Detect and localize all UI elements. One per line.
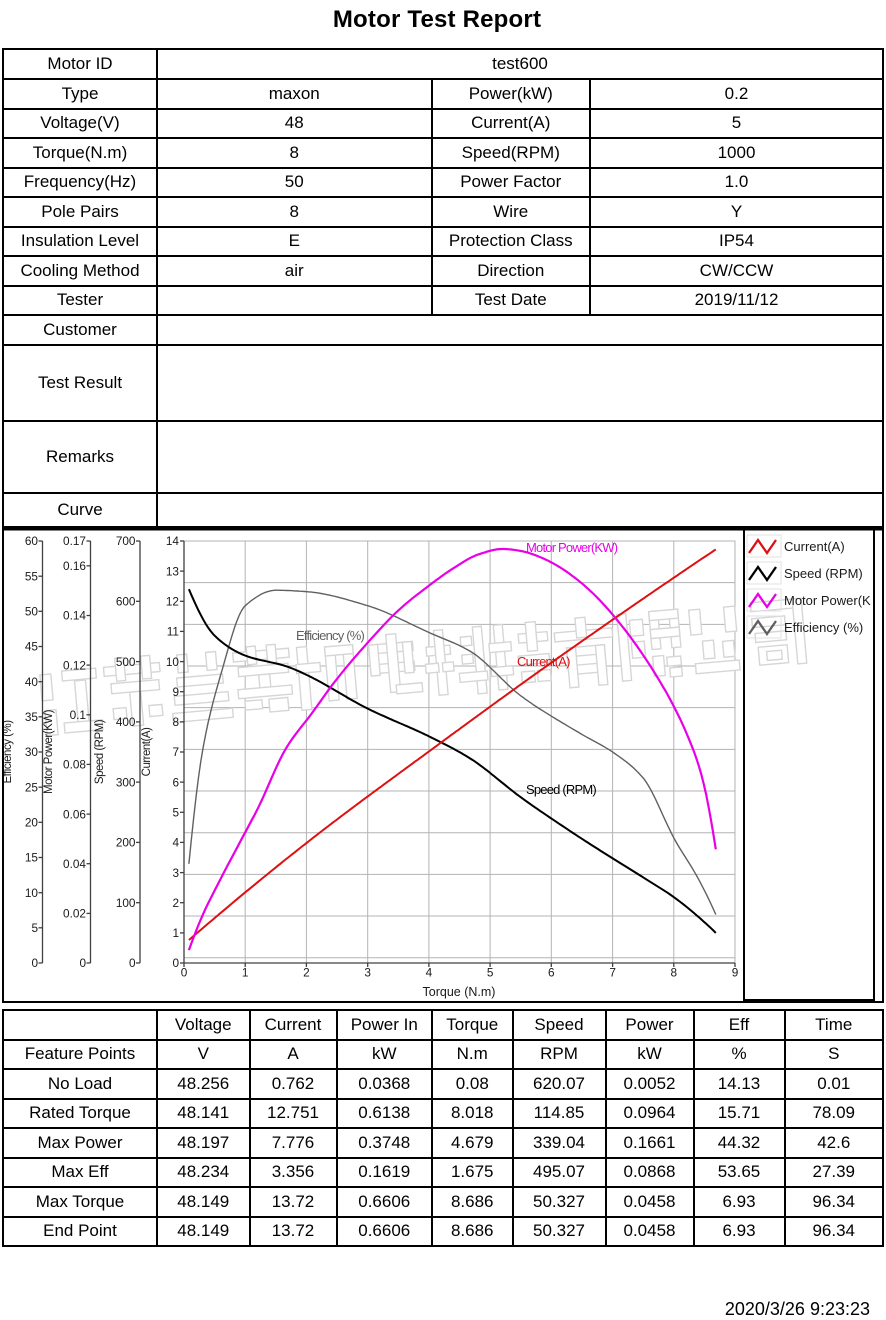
svg-text:Efficiency (%): Efficiency (%): [784, 620, 863, 635]
svg-text:5: 5: [31, 921, 38, 935]
svg-text:8: 8: [172, 715, 179, 729]
svg-text:60: 60: [25, 534, 39, 548]
svg-text:1: 1: [172, 926, 179, 940]
svg-text:25: 25: [25, 780, 39, 794]
svg-text:600: 600: [116, 595, 136, 609]
svg-text:0.14: 0.14: [63, 609, 86, 623]
svg-text:12: 12: [166, 595, 179, 609]
svg-text:55: 55: [25, 569, 39, 583]
svg-text:8: 8: [671, 966, 678, 980]
svg-text:Speed (RPM): Speed (RPM): [784, 566, 863, 581]
svg-text:700: 700: [116, 534, 136, 548]
svg-text:30: 30: [25, 745, 39, 759]
svg-text:0.04: 0.04: [63, 857, 86, 871]
svg-text:14: 14: [166, 534, 180, 548]
svg-text:Efficiency (%): Efficiency (%): [296, 628, 364, 643]
svg-text:0.06: 0.06: [63, 807, 86, 821]
svg-text:10: 10: [166, 655, 180, 669]
svg-text:0.08: 0.08: [63, 758, 86, 772]
svg-text:9: 9: [172, 685, 179, 699]
svg-text:4: 4: [172, 836, 179, 850]
svg-text:13: 13: [166, 564, 180, 578]
svg-text:Motor Power(KW): Motor Power(KW): [526, 540, 618, 555]
svg-text:0: 0: [31, 956, 38, 970]
svg-text:9: 9: [732, 966, 739, 980]
svg-text:300: 300: [116, 775, 136, 789]
svg-text:Speed (RPM): Speed (RPM): [94, 719, 106, 784]
svg-text:50: 50: [25, 605, 39, 619]
svg-text:6: 6: [172, 775, 179, 789]
svg-text:0: 0: [172, 956, 179, 970]
svg-text:400: 400: [116, 715, 136, 729]
svg-text:Speed (RPM): Speed (RPM): [526, 782, 596, 797]
svg-text:5: 5: [487, 966, 494, 980]
svg-text:0: 0: [129, 956, 136, 970]
svg-text:Current(A): Current(A): [141, 727, 153, 776]
svg-text:10: 10: [25, 886, 39, 900]
svg-text:0.12: 0.12: [63, 658, 86, 672]
svg-text:Current(A): Current(A): [517, 654, 570, 669]
svg-text:Torque (N.m): Torque (N.m): [423, 985, 496, 999]
svg-text:0: 0: [79, 956, 86, 970]
svg-text:1: 1: [242, 966, 249, 980]
svg-text:0.02: 0.02: [63, 907, 86, 921]
svg-text:Motor Power(KW): Motor Power(KW): [43, 709, 55, 794]
svg-text:4: 4: [426, 966, 433, 980]
svg-text:500: 500: [116, 655, 136, 669]
svg-text:Efficiency (%): Efficiency (%): [4, 720, 14, 784]
svg-text:5: 5: [172, 806, 179, 820]
svg-text:40: 40: [25, 675, 39, 689]
svg-text:7: 7: [172, 745, 179, 759]
svg-text:3: 3: [172, 866, 179, 880]
svg-text:100: 100: [116, 896, 136, 910]
svg-text:7: 7: [609, 966, 616, 980]
svg-text:200: 200: [116, 836, 136, 850]
svg-text:Motor Power(K: Motor Power(K: [784, 593, 871, 608]
svg-text:0: 0: [181, 966, 188, 980]
svg-text:Current(A): Current(A): [784, 539, 845, 554]
svg-text:3: 3: [364, 966, 371, 980]
svg-text:35: 35: [25, 710, 39, 724]
svg-text:0.17: 0.17: [63, 534, 86, 548]
svg-text:20: 20: [25, 816, 39, 830]
svg-text:0.16: 0.16: [63, 559, 86, 573]
svg-text:6: 6: [548, 966, 555, 980]
svg-text:45: 45: [25, 640, 39, 654]
svg-text:2: 2: [303, 966, 310, 980]
svg-text:15: 15: [25, 851, 39, 865]
svg-text:11: 11: [167, 625, 179, 639]
svg-text:0.1: 0.1: [70, 708, 86, 722]
svg-text:2: 2: [172, 896, 179, 910]
